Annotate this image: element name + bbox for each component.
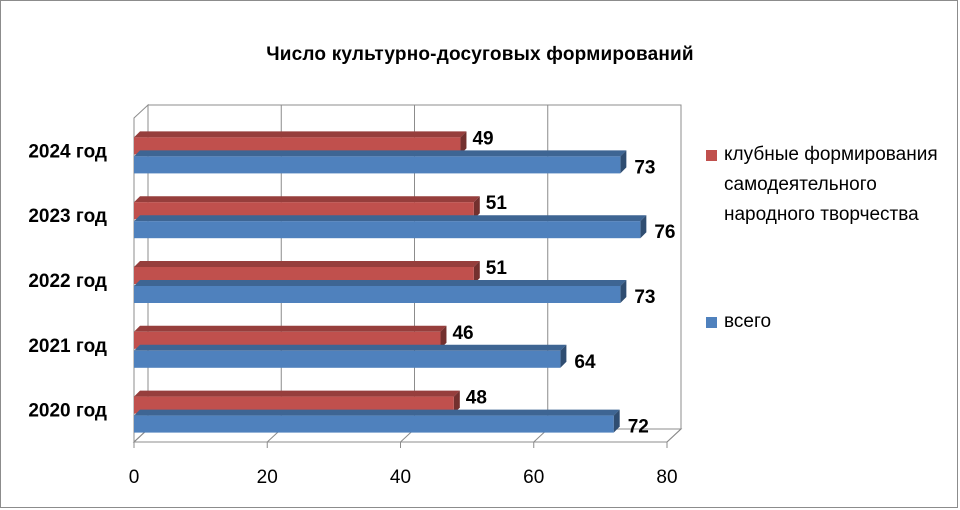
data-label-clubs: 49 [472,128,493,149]
bar-clubs [134,396,454,414]
bar-total [134,286,621,303]
bar-top-clubs [134,131,467,138]
bar-top-total [134,215,647,222]
x-tick-label: 0 [129,467,140,488]
bar-end-clubs [473,196,480,220]
bar-end-total [640,215,647,239]
data-label-clubs: 48 [466,388,487,409]
gridline-80 [666,105,682,443]
bar-end-clubs [453,390,460,414]
bar-top-total [134,409,620,416]
bar-top-clubs [134,196,480,203]
legend-swatch-total [706,317,717,328]
bar-end-total [620,150,627,174]
legend-label-total: всего [724,311,772,332]
legend-label-clubs: клубные формирования самодеятельного нар… [724,144,938,225]
category-label: 2021 год [28,336,107,357]
data-label-total: 73 [634,287,655,308]
bar-top-clubs [134,261,480,267]
bar-total [134,156,621,174]
x-tick-label: 20 [257,467,278,488]
chart-title: Число культурно-досуговых формирований [266,44,694,65]
bar-end-clubs [440,325,447,349]
bar-clubs [134,202,474,220]
category-label: 2023 год [28,206,107,227]
bar-end-total [620,280,627,303]
bar-end-clubs [473,261,480,284]
bar-top-clubs [134,325,447,332]
bar-clubs [134,331,441,349]
category-label: 2022 год [28,271,107,292]
bar-total [134,350,561,368]
data-label-clubs: 46 [452,323,473,344]
bar-top-total [134,280,627,286]
category-label: 2020 год [28,401,107,422]
data-label-total: 64 [574,352,596,373]
bar-top-total [134,344,567,351]
bar-end-total [613,409,620,433]
data-label-clubs: 51 [486,258,508,279]
bar-top-clubs [134,390,460,397]
data-label-clubs: 51 [486,193,508,214]
data-label-total: 72 [628,417,649,438]
bar-clubs [134,137,461,155]
x-tick-label: 60 [523,467,544,488]
category-label: 2024 год [28,141,107,162]
x-tick-label: 40 [390,467,411,488]
data-label-total: 73 [634,157,655,178]
bar-end-clubs [460,131,467,155]
bar-total [134,221,641,239]
bar-total [134,415,614,433]
bar-end-total [560,344,567,368]
bar-top-total [134,150,627,157]
bar-clubs [134,267,474,284]
data-label-total: 76 [654,222,675,243]
x-tick-label: 80 [656,467,677,488]
legend-swatch-clubs [706,150,717,161]
